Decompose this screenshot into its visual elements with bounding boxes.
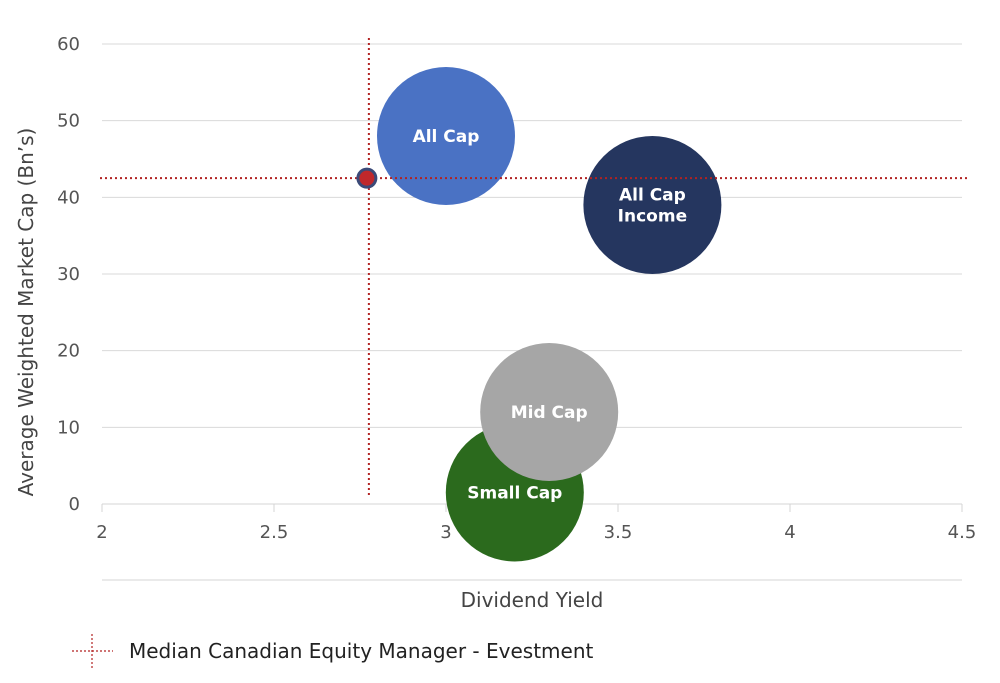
x-tick-label: 3.5 [604, 522, 633, 543]
y-tick-label: 60 [57, 34, 80, 55]
bubble-label: All Cap [619, 186, 686, 206]
y-tick-label: 40 [57, 187, 80, 208]
median-point [356, 167, 378, 189]
y-tick-label: 20 [57, 341, 80, 362]
legend-label: Median Canadian Equity Manager - Evestme… [129, 639, 593, 663]
legend-marker [72, 634, 113, 668]
legend: Median Canadian Equity Manager - Evestme… [72, 634, 593, 668]
y-tick-label: 0 [69, 494, 80, 515]
bubble-mid-cap [480, 343, 619, 481]
bubble-all-cap-income [583, 136, 722, 274]
x-tick-label: 2 [96, 522, 107, 543]
bubble-all-cap [377, 67, 515, 205]
y-tick-label: 10 [57, 417, 80, 438]
bubble-label: Mid Cap [511, 403, 588, 423]
y-axis-ticks: 0 10 20 30 40 50 60 [57, 34, 80, 515]
bubble-label: All Cap [413, 127, 480, 147]
bubble-label: Small Cap [467, 484, 562, 504]
y-axis-title: Average Weighted Market Cap (Bn’s) [14, 128, 38, 497]
x-axis-ticks: 2 2.5 3 3.5 4 4.5 [96, 504, 976, 543]
y-tick-label: 30 [57, 264, 80, 285]
x-tick-label: 3 [440, 522, 451, 543]
y-tick-label: 50 [57, 111, 80, 132]
x-tick-label: 4 [784, 522, 795, 543]
x-tick-label: 2.5 [260, 522, 289, 543]
median-reference-lines [100, 38, 970, 498]
gridlines [102, 43, 962, 428]
x-tick-label: 4.5 [948, 522, 977, 543]
bubble-label: Income [618, 207, 687, 227]
x-axis-title: Dividend Yield [461, 588, 604, 612]
